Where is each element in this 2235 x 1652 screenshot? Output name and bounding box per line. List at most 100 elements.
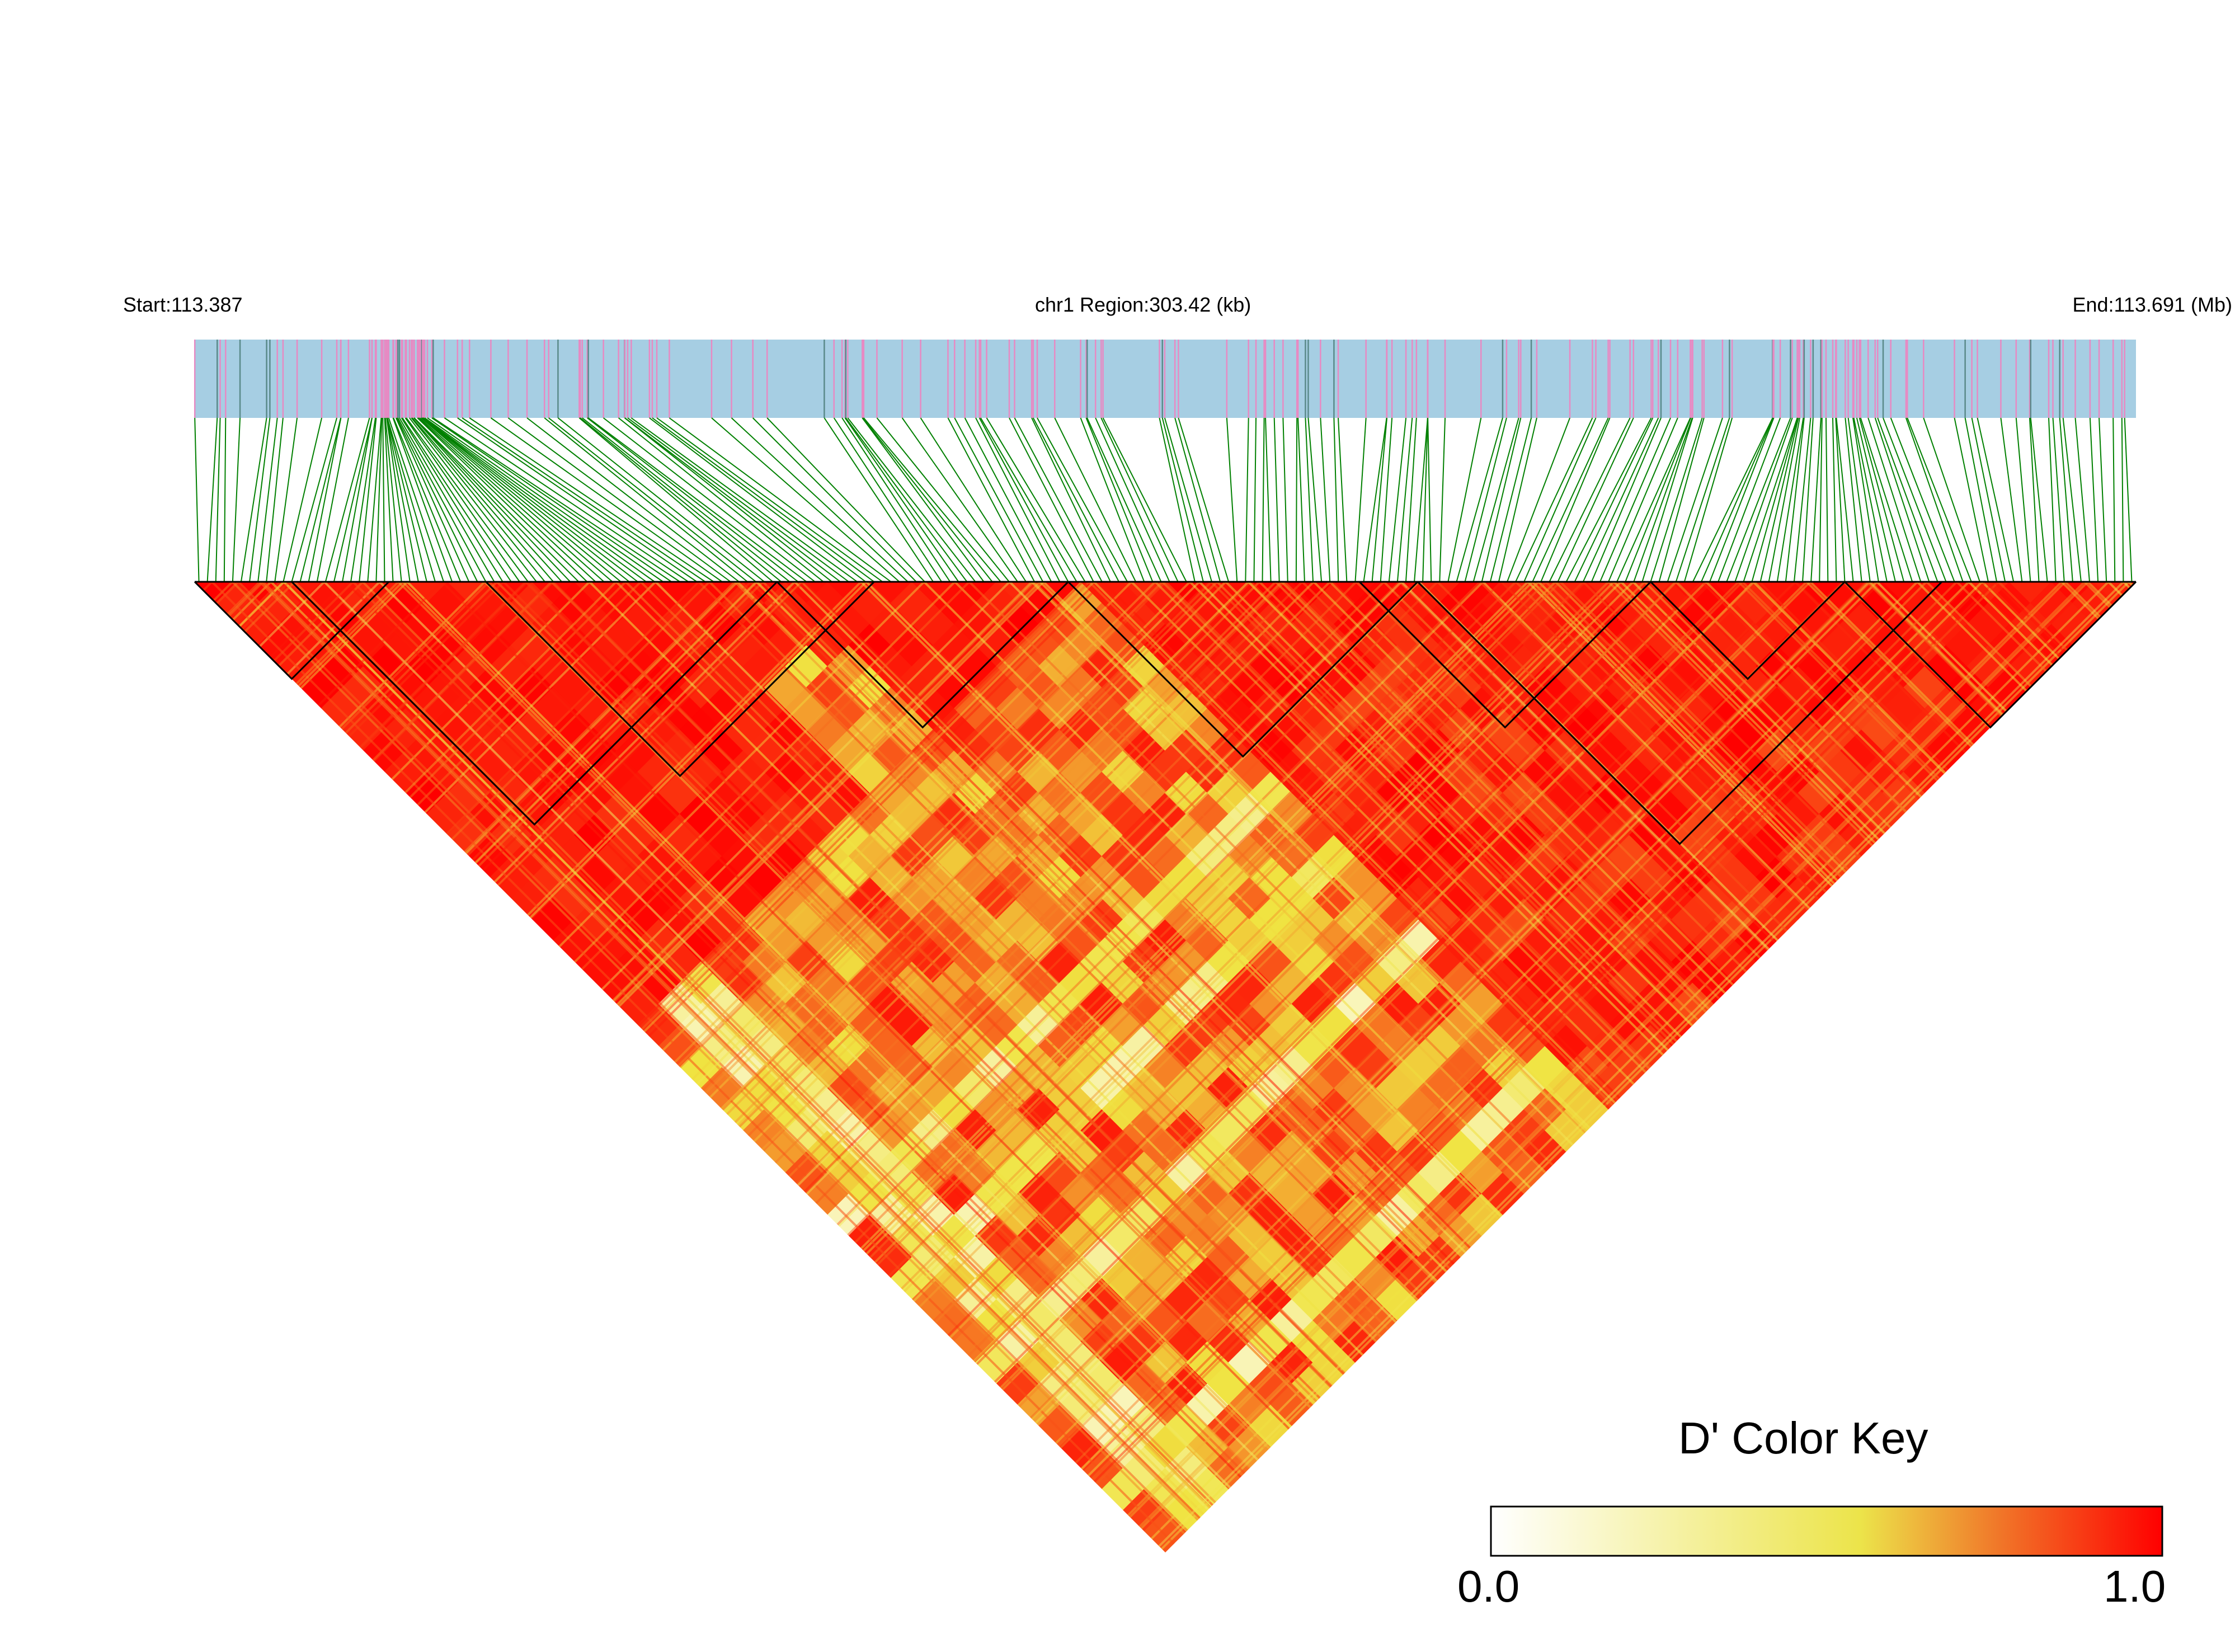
ld-stripe — [1984, 582, 2136, 1552]
snp-connector — [422, 417, 638, 582]
snp-connector — [316, 417, 349, 582]
ld-stripe — [1607, 582, 2136, 1552]
snp-connector — [1100, 417, 1179, 582]
ld-stripe — [1738, 582, 2136, 1552]
snp-connector — [1683, 417, 1733, 582]
ld-stripe — [195, 582, 642, 1552]
snp-connector — [975, 417, 1061, 582]
snp-connector — [2048, 417, 2057, 582]
snp-connector — [824, 417, 934, 582]
snp-connector — [580, 417, 782, 582]
snp-connector — [1161, 417, 1204, 582]
snp-connector — [1907, 417, 1972, 582]
ld-stripe — [195, 582, 233, 1552]
snp-connector — [1591, 417, 1662, 582]
ld-block-outline — [1417, 581, 1943, 845]
snp-connector — [418, 417, 596, 582]
snp-connector — [274, 417, 298, 582]
snp-connector — [1718, 417, 1781, 582]
snp-connector — [444, 417, 689, 582]
snp-connector — [1515, 417, 1593, 582]
snp-connector — [462, 417, 706, 582]
snp-connector — [544, 417, 748, 582]
snp-connector — [1245, 417, 1249, 582]
snp-connector — [386, 417, 411, 582]
snp-connector — [1159, 417, 1196, 582]
snp-connector — [841, 417, 951, 582]
snp-connector — [382, 417, 385, 582]
snp-connector — [656, 417, 883, 582]
snp-connector — [333, 417, 373, 582]
snp-connector — [1964, 417, 1998, 582]
snp-connector — [1540, 417, 1611, 582]
ld-block-outline — [1650, 581, 1846, 680]
snp-connector — [1776, 417, 1804, 582]
snp-connector — [1226, 417, 1238, 582]
snp-connector — [393, 417, 462, 582]
snp-connector — [1405, 417, 1417, 582]
snp-connector — [649, 417, 867, 582]
snp-connector — [1599, 417, 1671, 582]
snp-connector — [2062, 417, 2082, 582]
ld-stripe — [1620, 582, 2136, 1552]
snp-connector — [1650, 417, 1703, 582]
color-key-max-label: 1.0 — [2104, 1561, 2166, 1611]
snp-connector — [1178, 417, 1230, 582]
snp-connector — [630, 417, 858, 582]
snp-connector — [413, 417, 580, 582]
snp-connector — [1819, 417, 1823, 582]
snp-connector — [1810, 417, 1822, 582]
ld-stripe — [195, 582, 326, 1552]
snp-connector — [1414, 417, 1428, 582]
snp-connector — [557, 417, 765, 582]
ld-stripe — [237, 582, 1358, 1552]
snp-connector — [1380, 417, 1393, 582]
ld-stripe — [2087, 582, 2136, 1552]
snp-connector — [1641, 417, 1693, 582]
snp-connector — [423, 417, 647, 582]
snp-connector — [291, 417, 337, 582]
snp-connector — [876, 417, 1010, 582]
snp-connector — [862, 417, 993, 582]
snp-connector — [980, 417, 1077, 582]
ld-stripe — [195, 582, 404, 1552]
snp-connector — [964, 417, 1052, 582]
ld-stripe — [1582, 582, 2136, 1552]
ld-stripe — [195, 582, 700, 1552]
snp-connector — [1295, 417, 1298, 582]
snp-connector — [1396, 417, 1413, 582]
snp-connector — [1102, 417, 1187, 582]
snp-connector — [397, 417, 487, 582]
snp-connector — [669, 417, 892, 582]
snp-connector — [526, 417, 740, 582]
color-key-bar — [1490, 1505, 2163, 1557]
ld-stripe — [195, 582, 296, 1552]
snp-connector — [421, 417, 613, 582]
snp-connector — [603, 417, 816, 582]
snp-connector — [1625, 417, 1692, 582]
ld-stripe — [1644, 582, 2136, 1552]
snp-connector — [427, 417, 664, 582]
region-end-label: End:113.691 (Mb) — [2072, 293, 2232, 316]
snp-connector — [457, 417, 698, 582]
snp-connector — [384, 417, 394, 582]
snp-connector — [1009, 417, 1094, 582]
ld-stripe — [195, 582, 627, 1552]
ld-stripe — [1956, 582, 2136, 1552]
ld-stripe — [1758, 582, 2136, 1552]
snp-connector — [1616, 417, 1691, 582]
snp-connector — [1726, 417, 1791, 582]
ld-stripe — [232, 582, 1352, 1552]
snp-connector — [2089, 417, 2099, 582]
snp-connector — [752, 417, 917, 582]
ld-stripe — [2064, 582, 2136, 1552]
snp-connector — [1253, 417, 1257, 582]
snp-connector — [2098, 417, 2107, 582]
ld-stripe — [195, 582, 285, 1552]
ld-stripe — [195, 582, 736, 1552]
ld-stripe — [1613, 582, 2136, 1552]
snp-connector — [978, 417, 1069, 582]
ld-stripe — [1004, 582, 2125, 1552]
ld-stripe — [1981, 582, 2136, 1552]
snp-connector — [1832, 417, 1837, 582]
